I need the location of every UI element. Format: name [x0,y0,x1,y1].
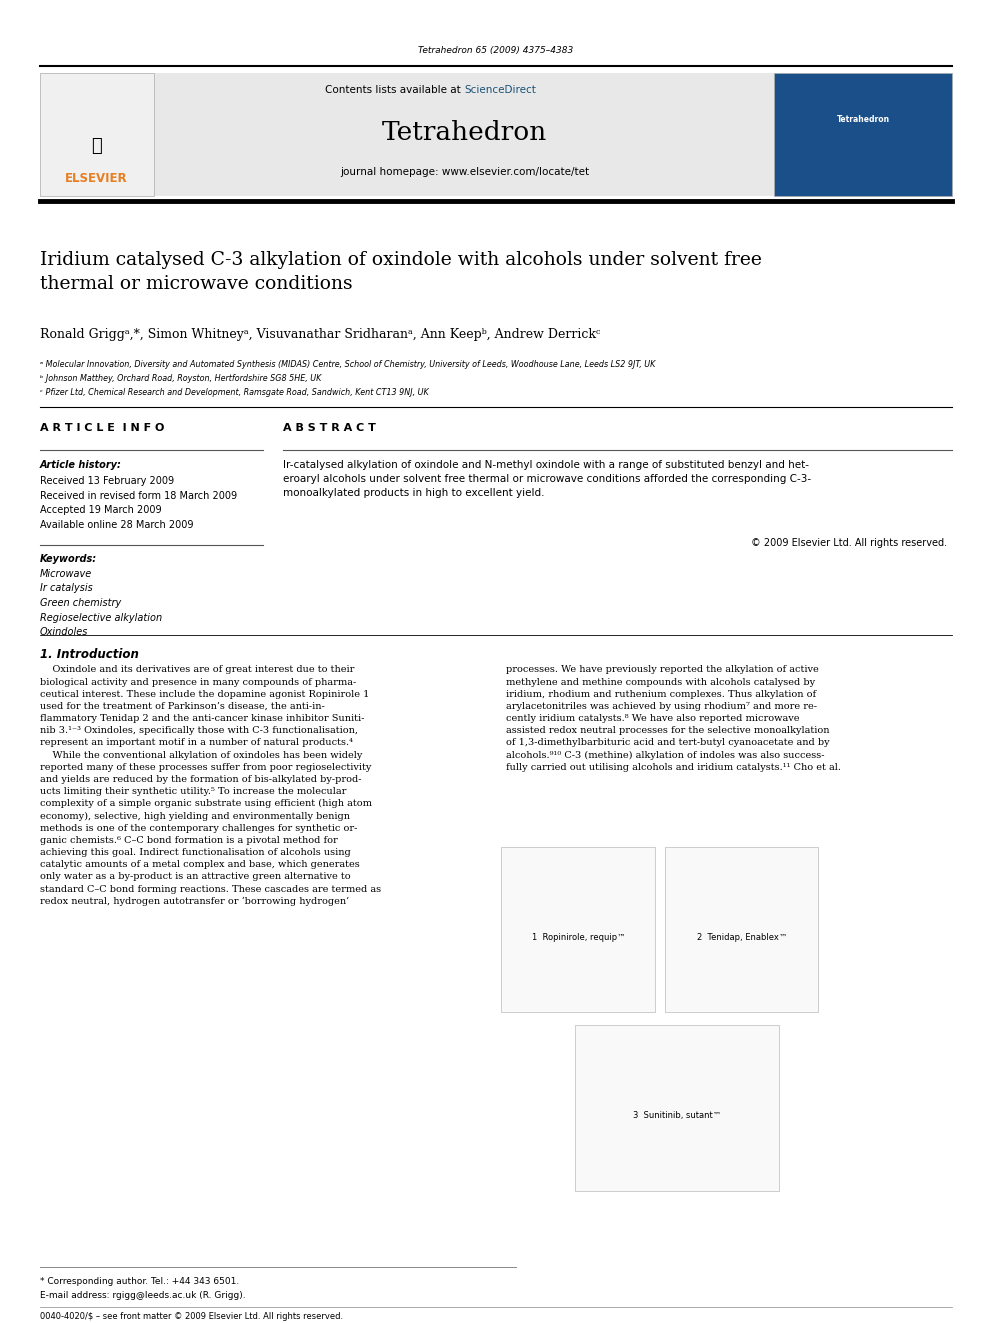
Text: ScienceDirect: ScienceDirect [464,85,536,95]
Text: Regioselective alkylation: Regioselective alkylation [40,613,162,623]
Text: Tetrahedron 65 (2009) 4375–4383: Tetrahedron 65 (2009) 4375–4383 [419,46,573,54]
FancyBboxPatch shape [575,1025,779,1191]
Text: * Corresponding author. Tel.: +44 343 6501.: * Corresponding author. Tel.: +44 343 65… [40,1277,239,1286]
Text: Tetrahedron: Tetrahedron [836,115,890,123]
Text: ᵇ Johnson Matthey, Orchard Road, Royston, Hertfordshire SG8 5HE, UK: ᵇ Johnson Matthey, Orchard Road, Royston… [40,374,321,384]
FancyBboxPatch shape [774,73,952,196]
Text: Tetrahedron: Tetrahedron [382,120,547,144]
Text: 1. Introduction: 1. Introduction [40,648,139,662]
Text: Available online 28 March 2009: Available online 28 March 2009 [40,520,193,531]
Text: 3  Sunitinib, sutant™: 3 Sunitinib, sutant™ [634,1111,721,1121]
Text: Contents lists available at: Contents lists available at [325,85,464,95]
Text: Oxindole and its derivatives are of great interest due to their
biological activ: Oxindole and its derivatives are of grea… [40,665,381,906]
Text: Microwave: Microwave [40,569,92,579]
Text: Iridium catalysed C-3 alkylation of oxindole with alcohols under solvent free
th: Iridium catalysed C-3 alkylation of oxin… [40,251,762,292]
FancyBboxPatch shape [501,847,655,1012]
Text: Received in revised form 18 March 2009: Received in revised form 18 March 2009 [40,491,237,501]
Text: 0040-4020/$ – see front matter © 2009 Elsevier Ltd. All rights reserved.: 0040-4020/$ – see front matter © 2009 El… [40,1312,343,1322]
Text: A B S T R A C T: A B S T R A C T [283,423,376,434]
Text: ᵃ Molecular Innovation, Diversity and Automated Synthesis (MIDAS) Centre, School: ᵃ Molecular Innovation, Diversity and Au… [40,360,655,369]
Text: Ir catalysis: Ir catalysis [40,583,92,594]
Text: 🌲: 🌲 [91,136,101,155]
Text: 1  Ropinirole, requip™: 1 Ropinirole, requip™ [532,933,625,942]
Text: Article history:: Article history: [40,460,122,471]
Text: Oxindoles: Oxindoles [40,627,88,638]
Text: Ir-catalysed alkylation of oxindole and N-methyl oxindole with a range of substi: Ir-catalysed alkylation of oxindole and … [283,460,810,499]
Text: © 2009 Elsevier Ltd. All rights reserved.: © 2009 Elsevier Ltd. All rights reserved… [751,538,947,549]
FancyBboxPatch shape [40,73,154,196]
Text: E-mail address: rgigg@leeds.ac.uk (R. Grigg).: E-mail address: rgigg@leeds.ac.uk (R. Gr… [40,1291,245,1301]
FancyBboxPatch shape [665,847,818,1012]
Text: journal homepage: www.elsevier.com/locate/tet: journal homepage: www.elsevier.com/locat… [339,167,589,177]
FancyBboxPatch shape [154,73,774,196]
Text: Ronald Griggᵃ,*, Simon Whitneyᵃ, Visuvanathar Sridharanᵃ, Ann Keepᵇ, Andrew Derr: Ronald Griggᵃ,*, Simon Whitneyᵃ, Visuvan… [40,328,600,341]
Text: 2  Tenidap, Enablex™: 2 Tenidap, Enablex™ [697,933,787,942]
Text: A R T I C L E  I N F O: A R T I C L E I N F O [40,423,164,434]
Text: processes. We have previously reported the alkylation of active
methylene and me: processes. We have previously reported t… [506,665,841,771]
Text: Keywords:: Keywords: [40,554,97,565]
Text: Received 13 February 2009: Received 13 February 2009 [40,476,174,487]
Text: ᶜ Pfizer Ltd, Chemical Research and Development, Ramsgate Road, Sandwich, Kent C: ᶜ Pfizer Ltd, Chemical Research and Deve… [40,388,429,397]
Text: ELSEVIER: ELSEVIER [64,172,128,185]
Text: Green chemistry: Green chemistry [40,598,121,609]
Text: Accepted 19 March 2009: Accepted 19 March 2009 [40,505,162,516]
